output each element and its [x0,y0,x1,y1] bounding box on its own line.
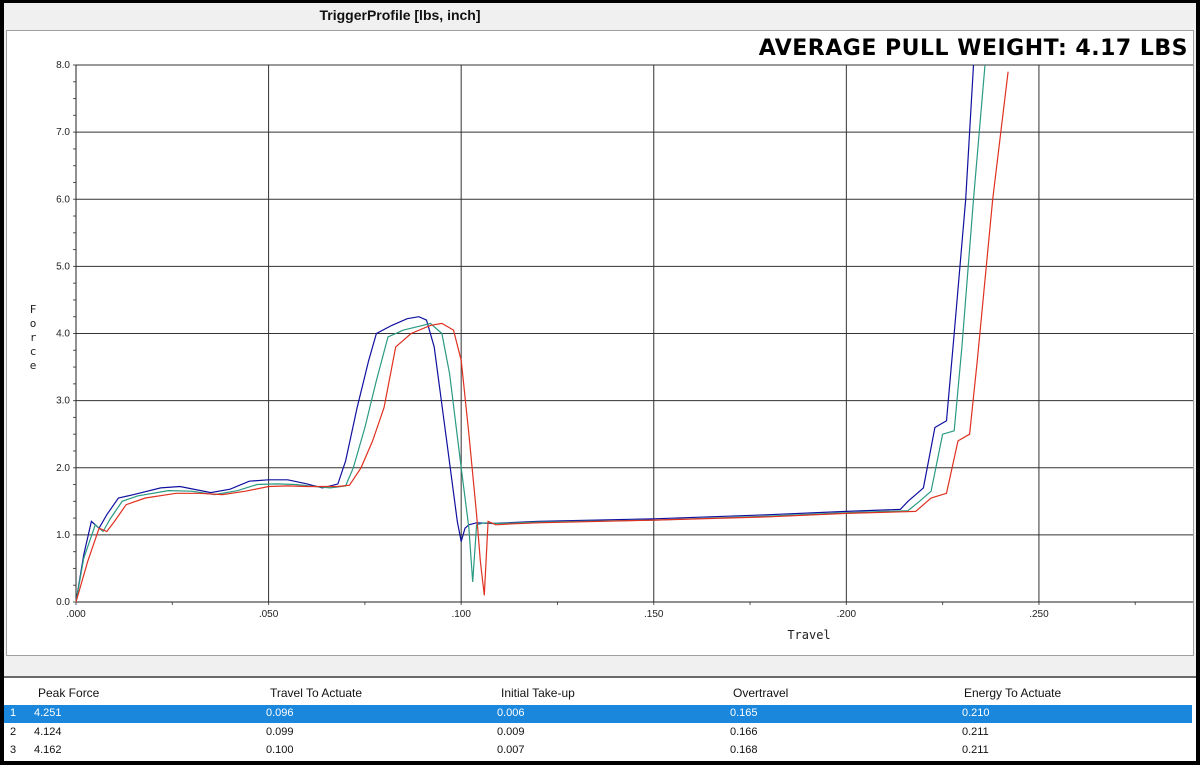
row-index: 1 [10,707,17,719]
series-line-2 [75,64,986,603]
table-row[interactable]: 1 4.251 0.096 0.006 0.165 0.210 [4,705,1192,723]
cell-peak-force: 4.124 [34,726,62,738]
y-tick-label: 6.0 [56,194,70,205]
average-pull-weight-banner: AVERAGE PULL WEIGHT: 4.17 LBS [758,36,1188,61]
cell-travel-to-actuate: 0.096 [266,707,294,719]
cell-initial-take-up: 0.006 [497,707,525,719]
column-header-initial-take-up[interactable]: Initial Take-up [501,686,575,700]
y-axis-label-letter: r [30,331,37,344]
cell-travel-to-actuate: 0.099 [266,726,294,738]
results-table: Peak Force Travel To Actuate Initial Tak… [4,676,1196,761]
cell-peak-force: 4.251 [34,707,62,719]
table-row[interactable]: 2 4.124 0.099 0.009 0.166 0.211 [4,724,1192,742]
table-row[interactable]: 3 4.162 0.100 0.007 0.168 0.211 [4,742,1192,760]
column-header-energy-to-actuate[interactable]: Energy To Actuate [964,686,1062,700]
x-axis-label: Travel [787,628,830,642]
trigger-profile-chart: 0.0 1.0 2.0 3.0 4.0 5.0 6.0 7.0 8.0 .000 .050 .100.… [30,60,1193,642]
series-line-1 [75,64,975,603]
column-header-overtravel[interactable]: Overtravel [733,686,789,700]
y-tick-label: 0.0 [56,597,70,608]
cell-travel-to-actuate: 0.100 [266,744,294,756]
cell-energy-to-actuate: 0.211 [962,726,989,738]
y-axis-label-letter: c [30,345,37,358]
column-header-travel-to-actuate[interactable]: Travel To Actuate [270,686,363,700]
cell-overtravel: 0.168 [730,744,758,756]
y-tick-label: 4.0 [56,329,70,340]
cell-initial-take-up: 0.007 [497,744,525,756]
x-tick-label: .050 [259,609,279,620]
x-tick-label: .200 [837,609,857,620]
row-index: 2 [10,726,17,738]
x-tick-label: .250 [1029,609,1049,620]
plot-panel: 0.0 1.0 2.0 3.0 4.0 5.0 6.0 7.0 8.0 .000 .050 .100.… [6,30,1194,656]
y-tick-label: 1.0 [56,530,70,541]
cell-energy-to-actuate: 0.211 [962,744,989,756]
y-tick-label: 7.0 [56,127,70,138]
y-axis-label-letter: F [30,303,37,316]
cell-overtravel: 0.165 [730,707,758,719]
cell-peak-force: 4.162 [34,744,62,756]
cell-initial-take-up: 0.009 [497,726,525,738]
y-axis-label-letter: e [30,359,37,372]
x-tick-label: .100 [451,609,471,620]
row-index: 3 [10,744,17,756]
y-tick-label: 8.0 [56,60,70,71]
y-tick-label: 5.0 [56,261,70,272]
chart-title: TriggerProfile [lbs, inch] [319,7,481,23]
column-header-peak-force[interactable]: Peak Force [38,686,100,700]
series-line-3 [75,71,1009,603]
table-header: Peak Force Travel To Actuate Initial Tak… [4,684,1196,702]
x-tick-label: .000 [66,609,86,620]
y-axis-label-letter: o [30,317,37,330]
y-tick-label: 3.0 [56,396,70,407]
y-tick-label: 2.0 [56,463,70,474]
cell-overtravel: 0.166 [730,726,758,738]
x-tick-label: .150 [644,609,664,620]
cell-energy-to-actuate: 0.210 [962,707,990,719]
